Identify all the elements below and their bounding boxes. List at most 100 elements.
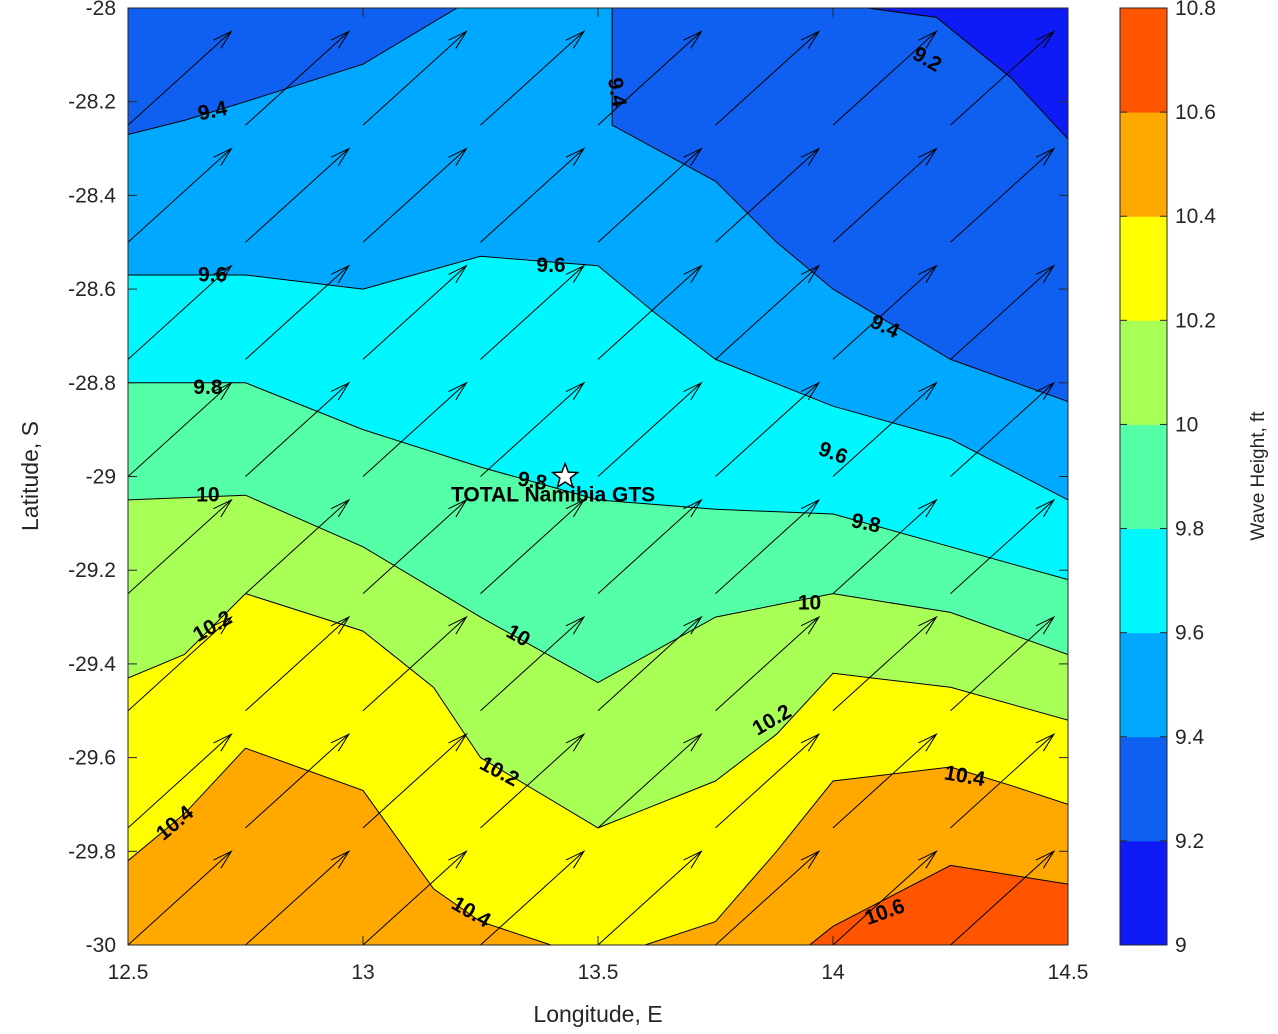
contour-label: 10: [798, 592, 821, 615]
contour-label: 10: [196, 484, 219, 507]
wave-direction-arrow: [832, 30, 938, 126]
arrow-head: [213, 732, 233, 752]
arrow-shaft: [715, 733, 820, 829]
y-tick-label: -30: [86, 934, 116, 957]
arrow-head: [330, 850, 351, 869]
arrow-shaft: [833, 8, 834, 9]
arrow-shaft: [715, 148, 820, 243]
arrow-shaft: [480, 733, 585, 829]
wave-direction-arrow: [128, 30, 233, 126]
wave-direction-arrow: [950, 264, 1056, 360]
colorbar: 9 9.2 9.4 9.6 9.8 10 10.2 10.4 10.6 10.8: [1119, 0, 1216, 957]
arrow-shaft: [480, 31, 585, 126]
arrow-shaft: [480, 850, 585, 945]
wave-direction-arrow: [480, 498, 586, 594]
arrow-head: [918, 732, 938, 752]
wave-direction-arrow: [715, 264, 821, 360]
arrow-head: [330, 498, 351, 518]
wave-direction-arrow: [950, 381, 1056, 477]
arrow-shaft: [480, 265, 585, 360]
wave-direction-arrow: [597, 381, 703, 477]
arrow-shaft: [715, 382, 820, 477]
wave-direction-arrow: [480, 30, 586, 126]
arrow-head: [1035, 381, 1056, 401]
arrow-head: [918, 30, 938, 49]
wave-direction-arrow: [245, 264, 351, 360]
arrow-head: [800, 381, 821, 401]
arrow-head: [213, 850, 233, 869]
arrow-head: [330, 381, 351, 401]
arrow-head: [213, 498, 233, 518]
contour-label: 9.4: [603, 76, 631, 109]
arrow-shaft: [832, 148, 937, 243]
arrow-head: [1035, 615, 1056, 635]
arrow-head: [918, 850, 938, 869]
y-tick-label: -28.2: [68, 91, 116, 114]
wave-direction-arrow: [362, 498, 468, 594]
colorbar-tick-label: 9.4: [1175, 726, 1205, 749]
wave-direction-arrow: [597, 30, 703, 126]
arrow-shaft: [480, 382, 585, 477]
arrow-head: [448, 615, 468, 635]
wave-direction-arrow: [832, 264, 938, 360]
arrow-head: [800, 147, 821, 166]
contour-line: [611, 8, 1068, 402]
wave-direction-arrow: [832, 147, 938, 243]
wave-direction-arrow: [597, 850, 703, 945]
x-axis-title: Longitude, E: [533, 1001, 662, 1027]
wave-direction-arrow: [245, 381, 351, 477]
wave-direction-arrow: [128, 850, 233, 945]
arrow-head: [683, 147, 703, 166]
wave-direction-arrow: [128, 732, 233, 829]
arrow-head: [683, 381, 703, 401]
wave-direction-arrow: [597, 732, 703, 829]
colorbar-band: [1120, 8, 1167, 113]
wave-direction-arrow: [832, 498, 938, 594]
colorbar-frame: [1119, 7, 1168, 946]
wave-direction-arrow: [363, 8, 364, 9]
contour-line: [644, 766, 1068, 945]
arrow-shaft: [715, 850, 820, 945]
wave-direction-arrow: [597, 615, 703, 712]
arrow-shaft: [480, 8, 482, 9]
arrow-head: [800, 732, 821, 752]
wave-direction-arrow: [245, 147, 351, 243]
arrow-shaft: [1068, 0, 1171, 8]
arrow-head: [330, 147, 351, 166]
arrow-head: [565, 615, 586, 635]
arrow-shaft: [832, 616, 937, 712]
wave-direction-arrow: [362, 615, 468, 712]
wave-direction-arrow: [128, 264, 233, 360]
colorbar-tick-label: 9.2: [1175, 830, 1204, 853]
colorbar-band: [1120, 632, 1167, 738]
contour-band: [809, 865, 1068, 945]
wave-direction-arrow: [950, 147, 1056, 243]
colorbar-title: Wave Height, ft: [1248, 411, 1269, 541]
arrow-head: [683, 732, 703, 752]
arrow-head: [1035, 147, 1056, 166]
arrow-shaft: [128, 8, 129, 9]
y-tick-label: -29.8: [68, 840, 116, 863]
colorbar-band: [1120, 112, 1167, 217]
arrow-head: [683, 615, 703, 635]
colorbar-tick-label: 10: [1175, 413, 1198, 436]
arrow-head: [213, 147, 233, 166]
arrow-head: [330, 732, 351, 752]
arrow-shaft: [597, 616, 702, 712]
wave-direction-arrow: [245, 30, 351, 126]
arrow-head: [683, 850, 703, 869]
arrow-head: [448, 732, 468, 752]
arrow-shaft: [715, 31, 820, 126]
arrow-shaft: [597, 148, 702, 243]
wave-direction-arrow: [715, 381, 821, 477]
contour-line: [128, 8, 458, 135]
arrow-shaft: [480, 148, 585, 243]
y-tick-label: -29.6: [68, 747, 116, 770]
contour-line-layer: [128, 8, 1068, 945]
wave-direction-arrow: [480, 147, 586, 243]
arrow-shaft: [950, 8, 952, 9]
arrow-shaft: [832, 733, 937, 829]
wave-direction-arrow: [950, 850, 1056, 945]
arrow-shaft: [832, 31, 937, 126]
